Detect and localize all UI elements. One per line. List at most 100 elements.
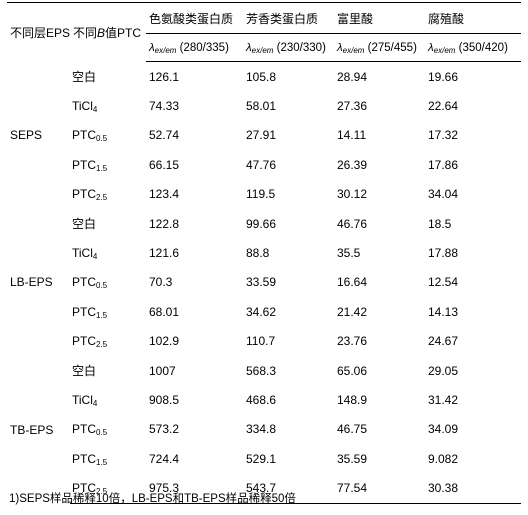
value-cell: 66.15: [149, 157, 180, 172]
value-cell: 18.5: [428, 216, 452, 231]
treatment-label: 空白: [72, 364, 97, 379]
header-wavelength-1: λex/em (280/335): [146, 33, 243, 62]
treatment-label: PTC0.5: [72, 128, 108, 144]
value-cell: 26.39: [337, 157, 368, 172]
value-cell: 468.6: [246, 392, 277, 407]
value-cell: 110.7: [246, 334, 276, 349]
value-cell: 46.75: [337, 422, 368, 437]
value-cell: 27.36: [337, 99, 368, 114]
value-cell: 148.9: [337, 392, 368, 407]
value-cell: 35.59: [337, 451, 368, 466]
value-cell: 334.8: [246, 422, 277, 437]
value-cell: 14.11: [337, 128, 367, 143]
table-row: PTC2.5 975.3 543.7 77.54 30.38: [7, 473, 521, 504]
table-row: TiCl4 121.6 88.8 35.5 17.88: [7, 238, 521, 267]
value-cell: 30.38: [425, 473, 521, 504]
value-cell: 52.74: [149, 128, 180, 143]
header-component-4: 腐殖酸: [425, 2, 521, 34]
value-cell: 17.32: [428, 128, 459, 143]
value-cell: 724.4: [149, 451, 180, 466]
value-cell: 68.01: [149, 304, 180, 319]
table-row: TB-EPS 空白 1007 568.3 65.06 29.05: [7, 356, 521, 437]
value-cell: 975.3: [146, 473, 243, 504]
header-wavelength-3: λex/em (275/455): [334, 33, 425, 62]
fluorescence-table-container: 不同层EPS 不同B值PTC 色氨酸类蛋白质 芳香类蛋白质 富里酸 腐殖酸 λe…: [7, 2, 521, 504]
value-cell: 122.8: [149, 216, 180, 231]
value-cell: 35.5: [337, 246, 361, 261]
table-row: PTC2.5 123.4 119.5 30.12 34.04: [7, 180, 521, 209]
value-cell: 99.66: [246, 216, 277, 231]
value-cell: 34.09: [428, 422, 459, 437]
treatment-label: PTC0.5: [72, 275, 108, 291]
value-cell: 24.67: [428, 334, 459, 349]
value-cell: 123.4: [149, 187, 180, 202]
treatment-label: TiCl4: [72, 392, 98, 408]
table-row: SEPS 空白 126.1 105.8 28.94 19.66: [7, 62, 521, 143]
value-cell: 74.33: [149, 99, 180, 114]
header-component-3: 富里酸: [334, 2, 425, 34]
table-row: TiCl4 908.5 468.6 148.9 31.42: [7, 385, 521, 414]
header-layer: 不同层EPS: [10, 25, 71, 40]
value-cell: 126.1: [149, 69, 180, 84]
value-cell: 17.88: [428, 246, 459, 261]
value-cell: 17.86: [428, 157, 459, 172]
value-cell: 65.06: [337, 363, 368, 378]
header-wavelength-4: λex/em (350/420): [425, 33, 521, 62]
value-cell: 23.76: [337, 334, 368, 349]
value-cell: 34.62: [246, 304, 277, 319]
value-cell: 529.1: [246, 451, 277, 466]
value-cell: 543.7: [243, 473, 334, 504]
value-cell: 31.42: [428, 392, 459, 407]
value-cell: 28.94: [337, 69, 368, 84]
header-component-2: 芳香类蛋白质: [243, 2, 334, 34]
value-cell: 21.42: [337, 304, 368, 319]
group-label: TB-EPS: [10, 422, 54, 437]
header-component-1: 色氨酸类蛋白质: [146, 2, 243, 34]
value-cell: 22.64: [428, 99, 459, 114]
value-cell: 1007: [149, 363, 176, 378]
table-row: PTC2.5 102.9 110.7 23.76 24.67: [7, 327, 521, 356]
value-cell: 29.05: [428, 363, 459, 378]
treatment-label: PTC2.5: [72, 187, 108, 203]
value-cell: 58.01: [246, 99, 277, 114]
value-cell: 30.12: [337, 187, 368, 202]
treatment-label: PTC2.5: [70, 473, 146, 504]
value-cell: 14.13: [428, 304, 459, 319]
table-row: LB-EPS 空白 122.8 99.66 46.76 18.5: [7, 209, 521, 290]
table-body: SEPS 空白 126.1 105.8 28.94 19.66 TiCl4 74.33 58.0…: [7, 62, 521, 504]
treatment-label: TiCl4: [72, 99, 98, 115]
group-label: SEPS: [10, 128, 43, 143]
value-cell: 573.2: [149, 422, 180, 437]
value-cell: 19.66: [428, 69, 459, 84]
value-cell: 27.91: [246, 128, 277, 143]
value-cell: 119.5: [246, 187, 276, 202]
value-cell: 33.59: [246, 275, 277, 290]
table-row: PTC0.5 70.3 33.59 16.64 12.54: [7, 268, 521, 297]
table-row: TiCl4 74.33 58.01 27.36 22.64: [7, 91, 521, 120]
value-cell: 77.54: [334, 473, 425, 504]
table-row: PTC1.5 66.15 47.76 26.39 17.86: [7, 150, 521, 179]
footnote: 1)SEPS样品稀释10倍，LB-EPS和TB-EPS样品稀释50倍: [9, 493, 296, 505]
value-cell: 102.9: [149, 334, 180, 349]
value-cell: 105.8: [246, 69, 277, 84]
value-cell: 16.64: [337, 275, 368, 290]
value-cell: 121.6: [149, 246, 180, 261]
value-cell: 9.082: [428, 451, 459, 466]
value-cell: 70.3: [149, 275, 173, 290]
treatment-label: PTC1.5: [72, 157, 108, 173]
value-cell: 34.04: [428, 187, 459, 202]
value-cell: 568.3: [246, 363, 277, 378]
fluorescence-table: 不同层EPS 不同B值PTC 色氨酸类蛋白质 芳香类蛋白质 富里酸 腐殖酸 λe…: [7, 2, 521, 504]
treatment-label: PTC0.5: [72, 422, 108, 438]
treatment-label: PTC1.5: [72, 304, 108, 320]
treatment-label: 空白: [72, 69, 97, 84]
treatment-label: TiCl4: [72, 246, 98, 262]
table-row: PTC1.5 68.01 34.62 21.42 14.13: [7, 297, 521, 326]
table-row: PTC0.5 52.74 27.91 14.11 17.32: [7, 121, 521, 150]
table-row: PTC1.5 724.4 529.1 35.59 9.082: [7, 444, 521, 473]
value-cell: 47.76: [246, 157, 277, 172]
table-row: PTC0.5 573.2 334.8 46.75 34.09: [7, 415, 521, 444]
value-cell: 46.76: [337, 216, 368, 231]
treatment-label: PTC1.5: [72, 451, 108, 467]
group-label: LB-EPS: [10, 275, 53, 290]
